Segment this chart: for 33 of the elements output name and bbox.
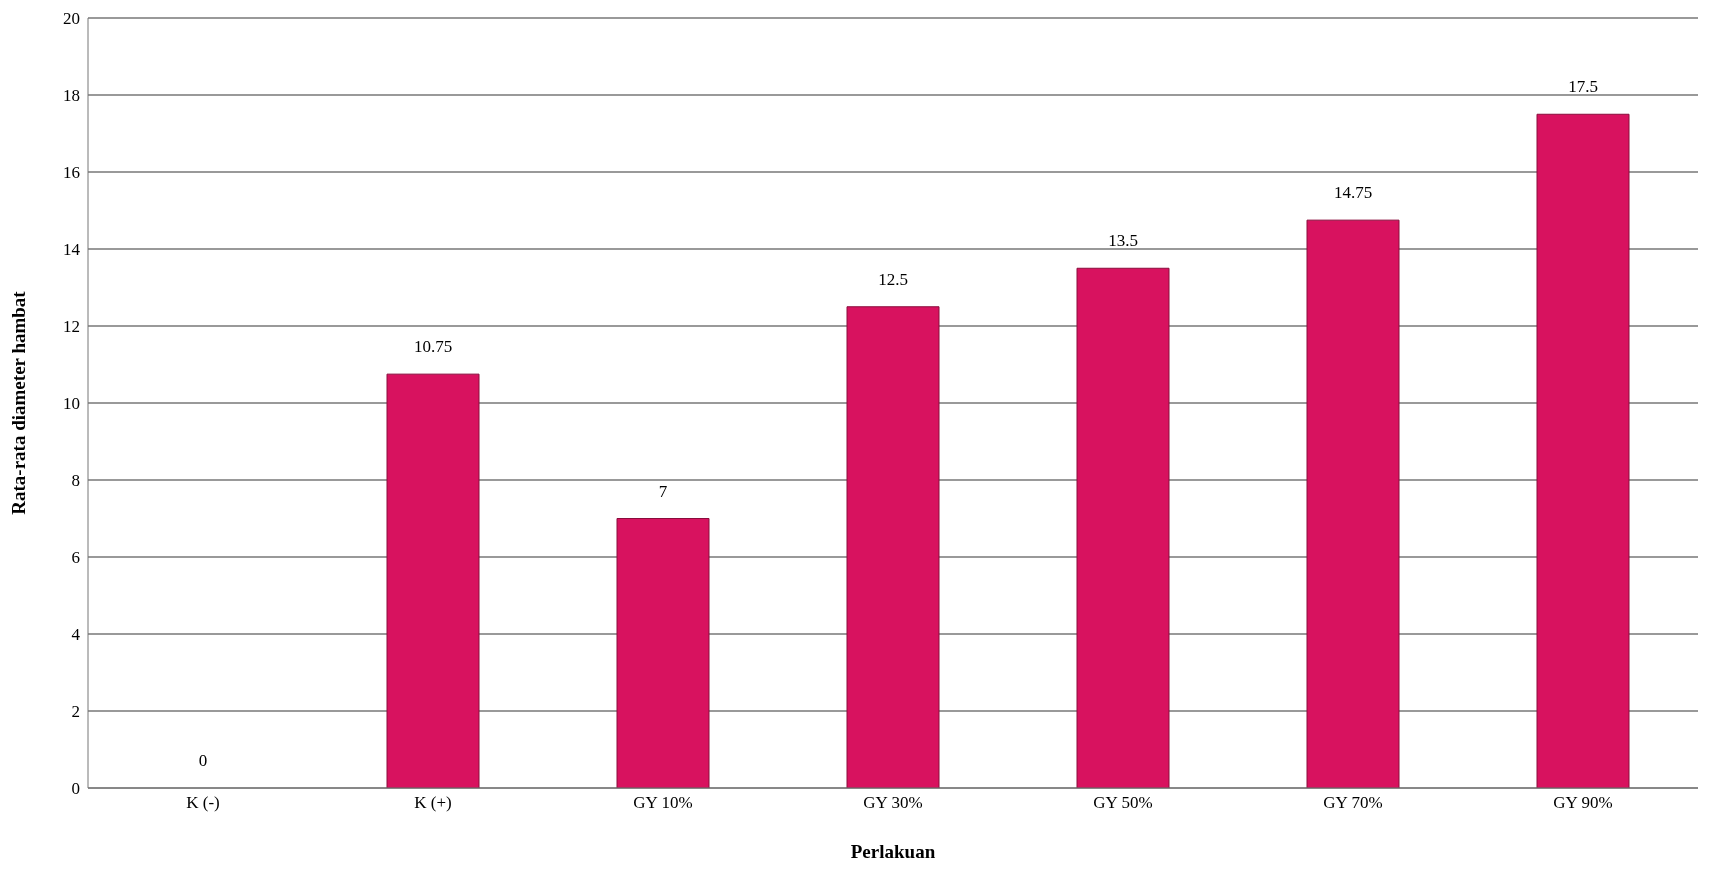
bar (616, 518, 710, 788)
bar (386, 373, 480, 788)
data-label: 17.5 (1568, 77, 1598, 97)
x-tick-label: GY 30% (863, 793, 923, 813)
y-tick-label: 10 (63, 394, 80, 414)
y-tick-label: 14 (63, 240, 81, 260)
y-tick-label: 6 (71, 548, 80, 568)
y-tick-label: 4 (71, 625, 81, 645)
bar (1306, 219, 1400, 788)
x-tick-label: GY 70% (1323, 793, 1383, 813)
data-label: 12.5 (878, 269, 908, 289)
y-tick-label: 16 (63, 163, 80, 183)
x-tick-label: GY 90% (1553, 793, 1613, 813)
bar (1076, 267, 1170, 788)
data-label: 13.5 (1108, 231, 1138, 251)
data-label: 0 (198, 751, 208, 770)
y-tick-label: 20 (63, 9, 80, 29)
x-tick-label: GY 10% (633, 793, 693, 813)
y-tick-label: 8 (71, 471, 80, 491)
x-tick-label: K (-) (186, 793, 220, 813)
data-label: 7 (658, 481, 668, 501)
y-tick-label: 0 (71, 779, 80, 799)
y-tick-label: 2 (71, 702, 80, 722)
y-tick-label: 18 (63, 86, 80, 106)
y-axis-title: Rata-rata diameter hambat (7, 290, 29, 515)
data-label: 10.75 (413, 337, 453, 357)
x-tick-label: K (+) (414, 793, 452, 813)
y-tick-label: 12 (63, 317, 80, 337)
bar (1536, 113, 1630, 788)
x-tick-label: GY 50% (1093, 793, 1153, 813)
x-axis-title: Perlakuan (850, 841, 936, 862)
bar (846, 306, 940, 788)
data-label: 14.75 (1333, 183, 1373, 203)
